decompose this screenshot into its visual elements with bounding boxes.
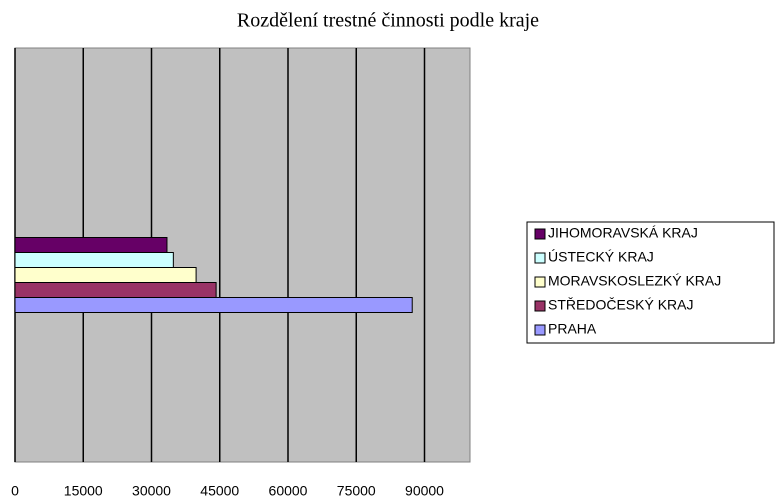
- legend-label: JIHOMORAVSKÁ KRAJ: [548, 225, 698, 241]
- legend-label: MORAVSKOSLEZKÝ KRAJ: [548, 273, 721, 289]
- legend-swatch: [534, 276, 546, 288]
- legend: [526, 221, 775, 344]
- legend-label: STŘEDOČESKÝ KRAJ: [548, 297, 693, 313]
- bar: [14, 267, 197, 283]
- x-tick-label: 30000: [132, 483, 171, 499]
- legend-swatch: [534, 228, 546, 240]
- bar: [14, 297, 413, 313]
- x-tick-label: 60000: [269, 483, 308, 499]
- legend-swatch: [534, 324, 546, 336]
- x-tick-label: 90000: [405, 483, 444, 499]
- x-tick-label: 45000: [200, 483, 239, 499]
- legend-swatch: [534, 252, 546, 264]
- x-tick-label: 15000: [64, 483, 103, 499]
- chart-title: Rozdělení trestné činnosti podle kraje: [237, 10, 539, 32]
- legend-swatch: [534, 300, 546, 312]
- x-tick-label: 75000: [337, 483, 376, 499]
- bar: [14, 282, 217, 298]
- legend-label: PRAHA: [548, 321, 597, 337]
- x-tick-label: 0: [11, 483, 19, 499]
- bar: [14, 237, 168, 253]
- bar: [14, 252, 174, 268]
- legend-label: ÚSTECKÝ KRAJ: [548, 249, 654, 265]
